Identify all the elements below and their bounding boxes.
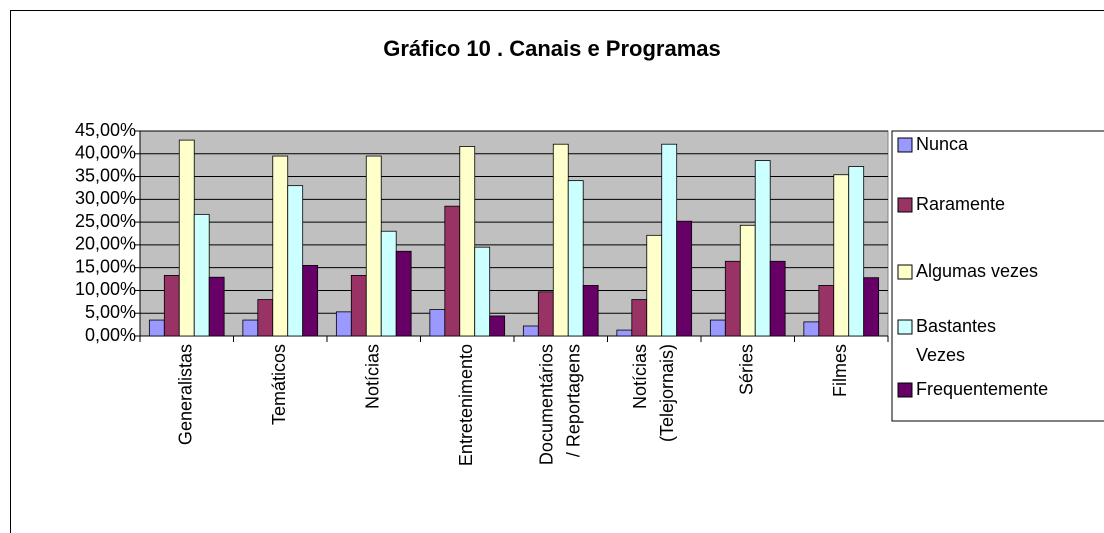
chart-title: Gráfico 10 . Canais e Programas xyxy=(383,36,721,61)
x-tick-label: Séries xyxy=(737,344,757,395)
bar xyxy=(567,180,584,337)
x-tick-label: Documentários / Reportagens xyxy=(536,344,583,465)
bar xyxy=(552,143,569,337)
bar xyxy=(395,250,412,337)
bar xyxy=(429,309,446,337)
bar xyxy=(803,321,820,337)
bar xyxy=(631,299,648,337)
legend-label: Bastantes Vezes xyxy=(916,316,996,365)
bar xyxy=(257,299,274,337)
bar xyxy=(833,174,850,337)
bar xyxy=(474,246,491,337)
bar xyxy=(302,264,319,337)
legend-box xyxy=(891,130,1104,422)
x-tick-label: Filmes xyxy=(830,344,850,397)
y-tick-label: 20,00% xyxy=(75,234,136,254)
bar xyxy=(163,275,180,337)
y-tick-label: 30,00% xyxy=(75,188,136,208)
legend-swatch xyxy=(897,264,913,280)
bar xyxy=(739,224,756,337)
bar xyxy=(818,285,835,337)
bar xyxy=(676,220,693,337)
y-tick-label: 40,00% xyxy=(75,143,136,163)
y-tick-label: 15,00% xyxy=(75,256,136,276)
bar xyxy=(616,329,633,337)
bar xyxy=(365,155,382,337)
legend-label: Frequentemente xyxy=(916,379,1048,399)
bar xyxy=(769,260,786,337)
y-tick-label: 10,00% xyxy=(75,279,136,299)
bar xyxy=(208,276,225,337)
x-tick-label: Temáticos xyxy=(269,344,289,425)
bar xyxy=(661,143,678,337)
bar xyxy=(178,139,195,337)
bar xyxy=(646,234,663,337)
bar xyxy=(724,260,741,337)
x-tick-label: Generalistas xyxy=(176,344,196,445)
legend-swatch xyxy=(897,319,913,335)
y-tick-label: 25,00% xyxy=(75,211,136,231)
legend-swatch xyxy=(897,382,913,398)
x-tick-label: Notícias xyxy=(363,344,383,409)
bar xyxy=(537,291,554,337)
legend-label: Nunca xyxy=(916,134,969,154)
y-tick-label: 0,00% xyxy=(85,325,136,345)
bar xyxy=(709,319,726,337)
x-tick-label: Notícias (Telejornais) xyxy=(630,344,677,442)
bar xyxy=(335,311,352,337)
bar xyxy=(242,319,259,337)
x-tick-label: Entretenimento xyxy=(456,344,476,466)
legend-label: Algumas vezes xyxy=(916,261,1038,281)
bar xyxy=(848,166,865,337)
bar xyxy=(444,205,461,337)
bar xyxy=(582,285,599,337)
y-tick-label: 45,00% xyxy=(75,120,136,140)
bar xyxy=(272,155,289,337)
bar xyxy=(459,146,476,337)
bar xyxy=(148,319,165,337)
bar xyxy=(863,277,880,337)
legend-swatch xyxy=(897,197,913,213)
bar xyxy=(350,275,367,337)
bar xyxy=(193,213,210,337)
bar xyxy=(380,230,397,337)
legend-label: Raramente xyxy=(916,194,1005,214)
bar xyxy=(489,315,506,337)
y-tick-label: 5,00% xyxy=(85,302,136,322)
bar xyxy=(522,325,539,337)
bar xyxy=(287,185,304,337)
y-tick-label: 35,00% xyxy=(75,165,136,185)
legend-swatch xyxy=(897,137,913,153)
bar xyxy=(754,160,771,337)
